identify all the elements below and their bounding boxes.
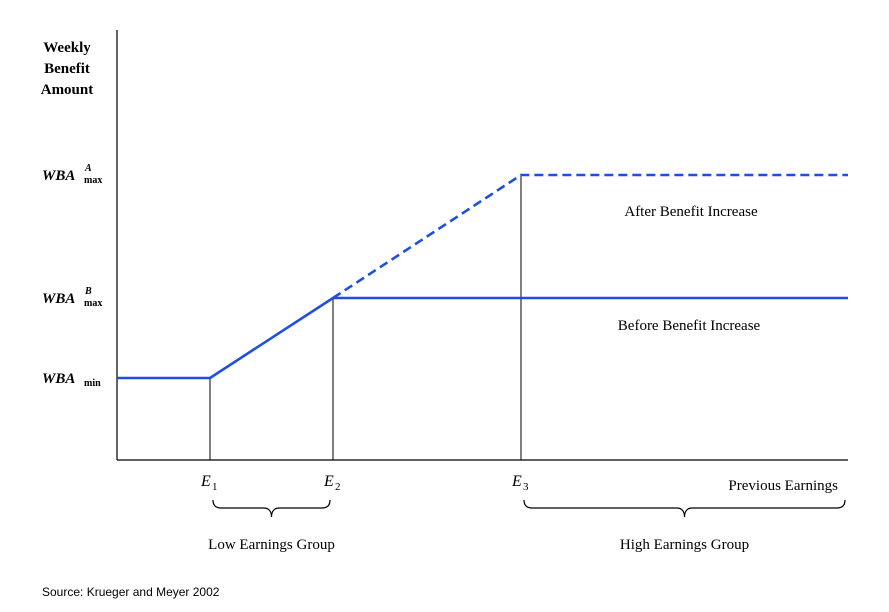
- earnings-groups: Low Earnings Group High Earnings Group: [208, 499, 846, 553]
- axes: [116, 30, 848, 461]
- y-tick-sub: max: [84, 298, 102, 309]
- brace-high-earnings: [523, 499, 846, 518]
- y-axis-title-line-1: Weekly: [43, 40, 91, 56]
- y-tick-sup: B: [84, 286, 92, 297]
- series-line-after-increase: [332, 173, 848, 300]
- x-tick-sub: 1: [212, 481, 218, 493]
- y-tick-main: WBA: [42, 291, 75, 307]
- x-tick-sub: 3: [523, 481, 529, 493]
- x-axis-title: Previous Earnings: [728, 478, 838, 494]
- x-tick-sub: 2: [335, 481, 341, 493]
- y-tick-sub: max: [84, 175, 102, 186]
- y-tick-sup: A: [84, 163, 92, 174]
- y-tick-main: WBA: [42, 371, 75, 387]
- x-tick-main: E: [200, 473, 211, 490]
- y-axis-title-line-3: Amount: [41, 82, 94, 98]
- y-tick-main: WBA: [42, 168, 75, 184]
- y-axis-title: Weekly Benefit Amount: [41, 40, 94, 98]
- x-tick-main: E: [511, 473, 522, 490]
- y-tick-sub: min: [84, 378, 101, 389]
- y-axis-title-line-2: Benefit: [44, 61, 90, 77]
- source-note: Source: Krueger and Meyer 2002: [42, 585, 220, 599]
- guide-lines: [209, 175, 522, 460]
- brace-low-earnings: [212, 499, 331, 518]
- y-tick-wba-min: WBA min: [42, 371, 101, 389]
- x-tick-main: E: [323, 473, 334, 490]
- after-increase-label: After Benefit Increase: [624, 204, 758, 220]
- group-label-low-earnings: Low Earnings Group: [208, 537, 335, 553]
- group-label-high-earnings: High Earnings Group: [620, 537, 749, 553]
- before-increase-label: Before Benefit Increase: [618, 318, 761, 334]
- series-line-before-increase: [117, 296, 848, 380]
- series-lines: [117, 173, 848, 380]
